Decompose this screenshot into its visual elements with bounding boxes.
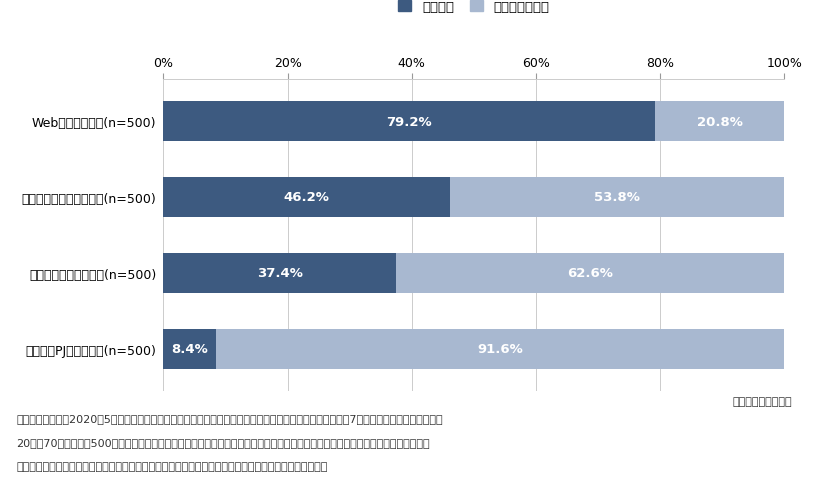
- Text: マネジメント層および一般社員）を対象とした。　調査方法：インターネットアンケート調査、単数回答: マネジメント層および一般社員）を対象とした。 調査方法：インターネットアンケート…: [16, 461, 328, 471]
- Text: 53.8%: 53.8%: [594, 191, 641, 204]
- Text: 37.4%: 37.4%: [257, 267, 302, 280]
- Text: 91.6%: 91.6%: [477, 343, 523, 356]
- Bar: [216, 330, 784, 369]
- Text: 46.2%: 46.2%: [283, 191, 330, 204]
- Legend: 利用した, 利用しなかった: 利用した, 利用しなかった: [395, 0, 553, 18]
- Bar: [395, 254, 784, 293]
- Bar: [163, 102, 655, 141]
- Text: 79.2%: 79.2%: [386, 115, 432, 128]
- Bar: [655, 102, 784, 141]
- Text: 注１．調査時期：2020年5月、調査対象：東京都、神奈川県、埼玉県、千葉県、大阪府、兵庫県、福岡県の7都府県のオフィスに勤務する: 注１．調査時期：2020年5月、調査対象：東京都、神奈川県、埼玉県、千葉県、大阪…: [16, 413, 443, 423]
- Bar: [163, 178, 450, 217]
- Bar: [163, 330, 216, 369]
- Text: 62.6%: 62.6%: [567, 267, 613, 280]
- Bar: [450, 178, 784, 217]
- Bar: [163, 254, 395, 293]
- Text: 20.8%: 20.8%: [697, 115, 743, 128]
- Text: 矢野経済研究所調べ: 矢野経済研究所調べ: [733, 396, 792, 406]
- Text: 8.4%: 8.4%: [171, 343, 208, 356]
- Text: 20歳～70歳代の男女500人（自社がテレワーク実施中あるいは自身がテレワーク勤務中の経営者、または自身がテレワーク勤務中の: 20歳～70歳代の男女500人（自社がテレワーク実施中あるいは自身がテレワーク勤…: [16, 437, 430, 447]
